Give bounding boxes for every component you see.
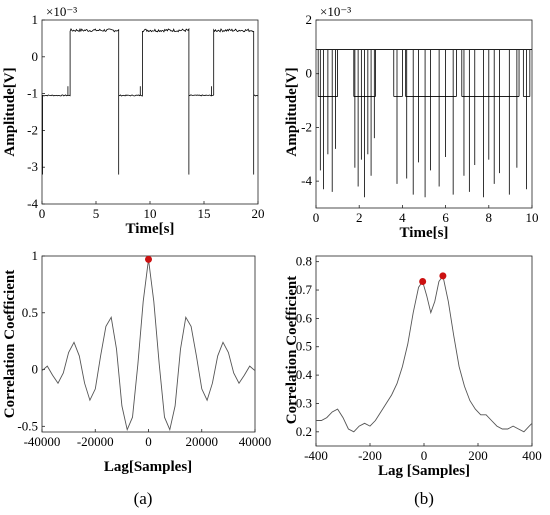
peak-marker	[439, 272, 447, 280]
y-tick-label: 1	[32, 12, 39, 27]
x-tick-label: -400	[304, 448, 328, 463]
y-tick-label: -2	[27, 122, 38, 137]
x-tick-label: -40000	[24, 434, 61, 449]
y-tick-label: 0.5	[22, 305, 38, 320]
x-axis-label-bottom-right: Lag [Samples]	[378, 463, 470, 479]
correlation-curve	[316, 274, 533, 433]
panel-bottom-right: Lag [Samples] Correlation Coefficient -4…	[284, 254, 542, 479]
x-tick-label: 0	[313, 210, 320, 225]
signal-trace	[41, 27, 259, 97]
y-tick-label: 0	[306, 66, 313, 81]
y-axis-label-top-right: Amplitude[V]	[284, 67, 300, 156]
y-tick-label: 0	[32, 49, 39, 64]
y-axis-label-bottom-left: Correlation Coefficient	[2, 270, 18, 418]
x-tick-label: -200	[358, 448, 382, 463]
panel-label-b: (b)	[414, 489, 434, 508]
x-axis-label-top-right: Time[s]	[400, 225, 449, 241]
x-tick-label: 8	[486, 210, 493, 225]
y-tick-label: 0.7	[296, 282, 313, 297]
y-tick-label: -4	[27, 196, 38, 211]
y-tick-label: 2	[306, 12, 313, 27]
peak-marker	[145, 255, 152, 263]
panel-bottom-left: Lag[Samples] Correlation Coefficient -40…	[2, 248, 271, 475]
y-tick-label: 1	[32, 248, 39, 263]
y-tick-label: 0.3	[296, 395, 312, 410]
y-tick-label: -2	[301, 119, 312, 134]
plot-area-top-right	[315, 19, 533, 209]
plot-area-bottom-left	[41, 255, 256, 433]
x-tick-label: 200	[468, 448, 488, 463]
y-tick-label: -3	[27, 159, 38, 174]
x-tick-label: 2	[356, 210, 363, 225]
y-tick-label: -0.5	[17, 418, 38, 433]
x-tick-label: 6	[442, 210, 449, 225]
x-tick-label: 0	[39, 206, 46, 221]
y-tick-label: 0	[32, 362, 39, 377]
correlation-curve	[41, 259, 256, 432]
panel-label-a: (a)	[134, 489, 153, 508]
x-tick-label: 20	[252, 206, 265, 221]
x-axis-label-top-left: Time[s]	[126, 221, 175, 237]
x-tick-label: 10	[526, 210, 539, 225]
plot-area-top-left	[41, 19, 259, 205]
x-tick-label: 40000	[239, 434, 272, 449]
x-tick-label: 15	[198, 206, 211, 221]
exponent-label-top-right: ×10⁻³	[320, 4, 351, 19]
y-axis-label-bottom-right: Correlation Coefficient	[284, 276, 300, 424]
x-tick-label: 400	[522, 448, 542, 463]
peak-marker	[419, 278, 427, 286]
panel-top-right: ×10⁻³ Time[s] Amplitude[V] 0 2 4 6 8 10 -4 -2 0 2	[284, 4, 539, 241]
x-tick-label: 0	[145, 434, 152, 449]
panel-top-left: ×10⁻³ Time[s] Amplitude[V] 0 5 10 15 20-4-3-…	[2, 4, 265, 237]
y-axis-label-top-left: Amplitude[V]	[2, 67, 18, 156]
y-tick-label: 0.8	[296, 254, 312, 269]
x-tick-label: 20000	[186, 434, 219, 449]
y-tick-label: 0.6	[296, 310, 313, 325]
x-tick-label: 10	[144, 206, 157, 221]
y-tick-label: 0.4	[296, 367, 313, 382]
x-tick-label: 4	[399, 210, 406, 225]
y-tick-label: -4	[301, 173, 312, 188]
y-tick-label: 0.2	[296, 424, 312, 439]
x-axis-label-bottom-left: Lag[Samples]	[104, 459, 192, 475]
x-tick-label: 0	[421, 448, 428, 463]
exponent-label-top-left: ×10⁻³	[46, 4, 77, 19]
x-tick-label: 5	[93, 206, 100, 221]
y-tick-label: 0.5	[296, 339, 312, 354]
y-tick-label: -1	[27, 86, 38, 101]
x-tick-label: -20000	[77, 434, 114, 449]
